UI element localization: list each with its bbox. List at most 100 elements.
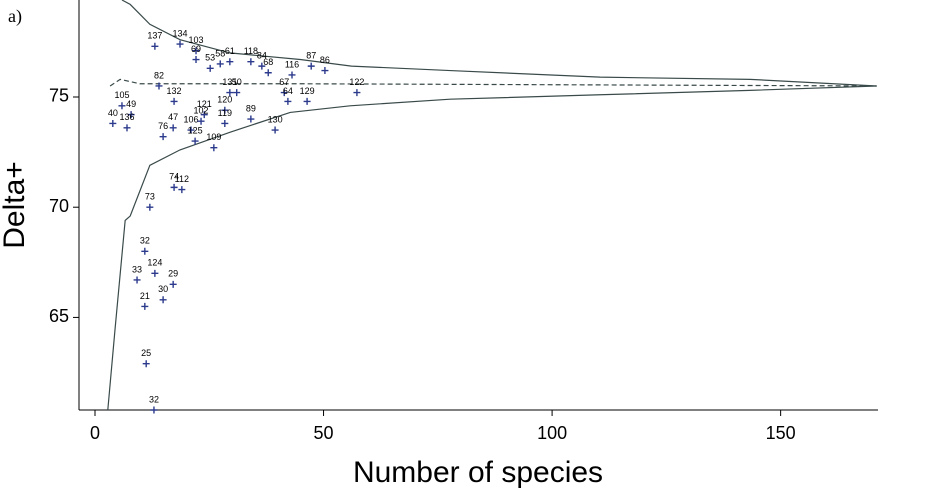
point xyxy=(141,302,149,310)
point xyxy=(192,56,200,64)
point xyxy=(233,89,241,97)
point xyxy=(353,89,361,97)
point-label: 137 xyxy=(147,31,162,41)
point xyxy=(280,89,288,97)
point-label: 102 xyxy=(194,106,209,116)
point-label: 76 xyxy=(158,121,168,131)
point-label: 122 xyxy=(349,77,364,87)
point xyxy=(176,40,184,48)
point xyxy=(146,203,154,211)
point xyxy=(170,183,178,191)
point xyxy=(221,106,229,114)
point xyxy=(247,58,255,66)
point xyxy=(151,269,159,277)
point xyxy=(142,360,150,368)
point-label: 82 xyxy=(154,70,164,80)
point xyxy=(127,111,135,119)
point xyxy=(303,97,311,105)
point-label: 116 xyxy=(285,59,299,69)
point-label: 132 xyxy=(167,86,182,96)
x-tick-label: 150 xyxy=(766,423,796,443)
point-label: 119 xyxy=(218,108,232,118)
point xyxy=(247,115,255,123)
point-label: 47 xyxy=(168,112,178,122)
point-label: 32 xyxy=(140,236,150,246)
point-label: 87 xyxy=(306,51,316,61)
point xyxy=(169,124,177,132)
y-tick-label: 70 xyxy=(49,196,69,216)
point xyxy=(159,133,167,141)
point xyxy=(264,69,272,77)
point xyxy=(206,64,214,72)
point xyxy=(307,62,315,70)
mean-line xyxy=(109,78,877,87)
point-label: 33 xyxy=(132,264,142,274)
point-label: 74 xyxy=(169,172,179,182)
point-label: 64 xyxy=(283,86,293,96)
point-label: 125 xyxy=(188,125,203,135)
point-label: 109 xyxy=(206,132,221,142)
point-label: 131 xyxy=(222,77,237,87)
y-tick-label: 65 xyxy=(49,306,69,326)
point-label: 49 xyxy=(126,99,136,109)
point-label: 118 xyxy=(244,46,258,56)
point-label: 40 xyxy=(108,108,118,118)
point-label: 86 xyxy=(320,55,330,65)
point-label: 89 xyxy=(246,103,256,113)
point xyxy=(221,119,229,127)
point-label: 29 xyxy=(168,269,178,279)
y-tick-label: 75 xyxy=(49,86,69,106)
point xyxy=(169,280,177,288)
point-label: 106 xyxy=(183,114,198,124)
point-label: 68 xyxy=(263,57,273,67)
point-label: 21 xyxy=(140,291,150,301)
point xyxy=(271,126,279,134)
point-label: 120 xyxy=(217,95,232,105)
point-label: 103 xyxy=(189,35,204,45)
point-label: 67 xyxy=(279,77,289,87)
y-axis-title: Delta+ xyxy=(0,161,31,249)
point-label: 112 xyxy=(175,174,189,184)
point-label: 136 xyxy=(119,112,134,122)
point-label: 61 xyxy=(225,46,235,56)
point xyxy=(191,137,199,145)
point-label: 134 xyxy=(173,28,188,38)
point xyxy=(226,58,234,66)
point xyxy=(321,67,329,75)
point xyxy=(288,71,296,79)
point xyxy=(159,296,167,304)
point xyxy=(150,406,158,414)
point xyxy=(178,186,186,194)
point-label: 121 xyxy=(197,99,212,109)
point-label: 130 xyxy=(268,114,283,124)
point xyxy=(216,60,224,68)
point xyxy=(210,144,218,152)
point xyxy=(155,82,163,90)
x-tick-label: 50 xyxy=(314,423,334,443)
point xyxy=(200,111,208,119)
point xyxy=(151,42,159,50)
point-label: 50 xyxy=(232,77,242,87)
point xyxy=(192,47,200,55)
point-label: 69 xyxy=(191,44,201,54)
point xyxy=(197,117,205,125)
point-label: 129 xyxy=(300,86,315,96)
point-label: 124 xyxy=(147,258,162,268)
point xyxy=(123,124,131,132)
point-label: 84 xyxy=(257,51,267,61)
funnel-line xyxy=(107,85,877,411)
point-label: 53 xyxy=(205,53,215,63)
point-label: 30 xyxy=(158,284,168,294)
point xyxy=(170,97,178,105)
x-tick-label: 0 xyxy=(90,423,100,443)
point-label: 25 xyxy=(141,348,151,358)
point xyxy=(118,102,126,110)
point xyxy=(258,62,266,70)
point-label: 73 xyxy=(145,192,155,202)
point-label: 58 xyxy=(215,48,225,58)
x-tick-label: 100 xyxy=(537,423,567,443)
point xyxy=(141,247,149,255)
point xyxy=(226,89,234,97)
